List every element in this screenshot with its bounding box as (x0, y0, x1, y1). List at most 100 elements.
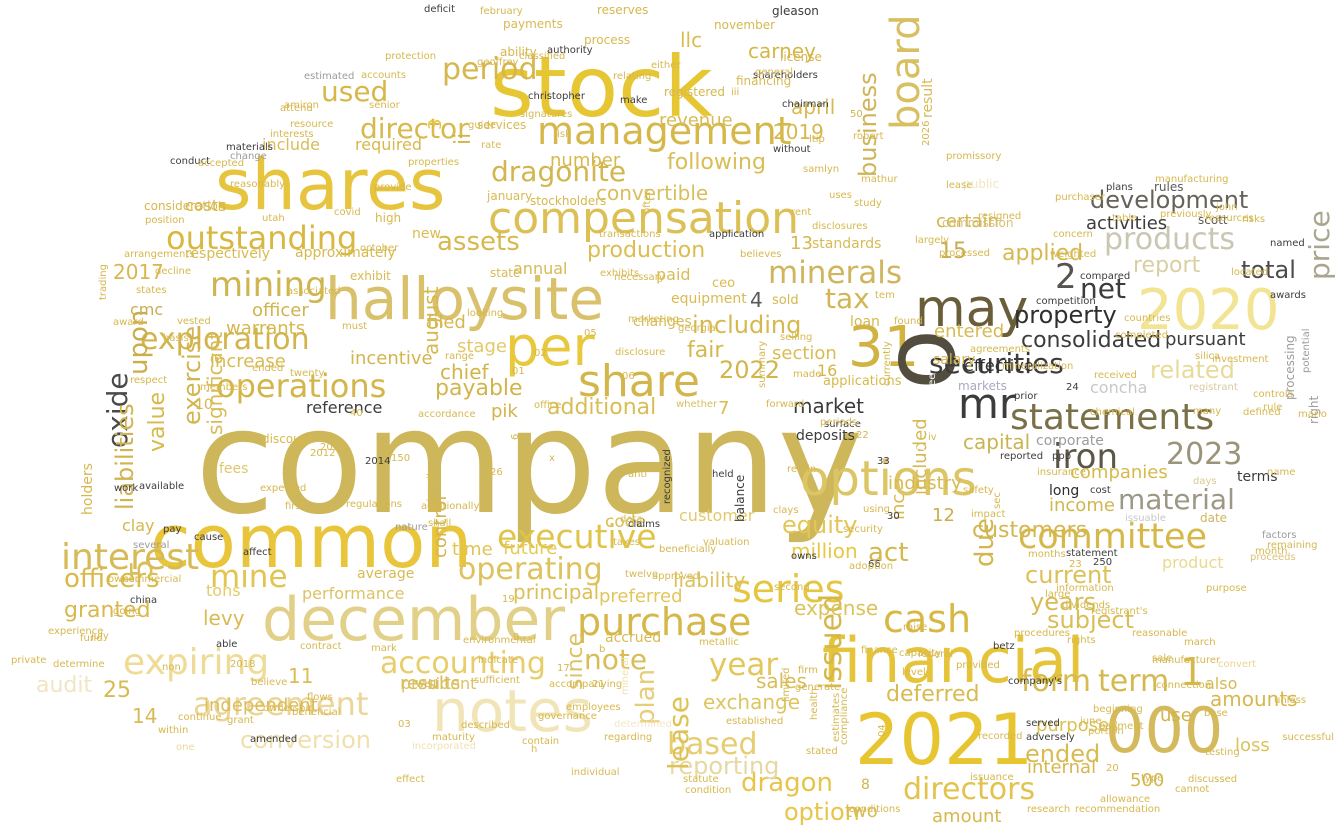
cloud-word: cost (1090, 485, 1111, 496)
cloud-word: registered (664, 85, 726, 99)
cloud-word: august (419, 286, 443, 355)
cloud-word: directors (903, 772, 1036, 807)
cloud-word: prior (1014, 391, 1038, 402)
cloud-word: maturity (432, 732, 475, 743)
cloud-word: 03 (398, 719, 411, 730)
cloud-word: chairman (782, 99, 829, 110)
cloud-word: committee (1018, 517, 1208, 557)
cloud-word: matters (886, 444, 926, 455)
cloud-word: average (357, 566, 415, 582)
cloud-word: research (1027, 804, 1071, 815)
cloud-word: experience (48, 626, 104, 637)
cloud-word: amended (250, 734, 298, 745)
cloud-word: commission (942, 216, 1014, 230)
cloud-word: exploration (140, 322, 310, 357)
cloud-word: july (91, 631, 109, 642)
cloud-word: months (1028, 549, 1066, 560)
cloud-word: form (1021, 664, 1091, 699)
cloud-word: relating (613, 71, 652, 82)
cloud-word: new (412, 226, 441, 242)
cloud-word: manufacturing (1155, 174, 1229, 185)
cloud-word: statute (683, 774, 719, 785)
cloud-word: 06 (622, 371, 635, 382)
cloud-word: days (1193, 476, 1217, 487)
cloud-word: 24 (1066, 382, 1079, 393)
cloud-word: must (342, 321, 368, 332)
cloud-word: recommendation (1075, 804, 1161, 815)
cloud-word: metallic (699, 637, 739, 648)
cloud-word: stockholders (530, 194, 607, 208)
cloud-word: arrangements (124, 249, 195, 260)
cloud-word: testing (1205, 747, 1240, 758)
cloud-word: payable (435, 376, 523, 401)
cloud-word: discussed (1188, 774, 1238, 785)
cloud-word: sufficient (474, 675, 520, 686)
cloud-word: impact (971, 509, 1006, 520)
cloud-word: amounts (1210, 687, 1298, 711)
cloud-word: proceeds (1250, 552, 1296, 563)
cloud-word: filed (427, 312, 466, 333)
cloud-word: governance (538, 711, 597, 722)
cloud-word: customers (972, 518, 1088, 543)
cloud-word: second (774, 582, 810, 593)
cloud-word: high (375, 211, 402, 225)
cloud-word: employees (566, 702, 621, 713)
cloud-word: years (1030, 588, 1097, 616)
cloud-word: business (854, 72, 882, 177)
cloud-word: payments (503, 17, 563, 31)
cloud-word: companies (1070, 462, 1168, 483)
cloud-word: position (145, 215, 185, 226)
cloud-word: llc (680, 28, 703, 52)
cloud-word: 31 (848, 315, 920, 380)
cloud-word: independent (204, 695, 318, 716)
cloud-word: within (158, 725, 189, 736)
cloud-word: sold (772, 293, 799, 308)
cloud-word: disclosures (812, 221, 868, 232)
cloud-word: work (114, 483, 139, 494)
cloud-word: available (139, 481, 185, 492)
cloud-word: type (1141, 773, 1164, 784)
cloud-word: beginning (1093, 704, 1143, 715)
cloud-word: selling (780, 332, 813, 343)
cloud-word: due (970, 518, 1000, 567)
cloud-word: president (401, 674, 477, 693)
cloud-word: scott (1198, 213, 1228, 227)
cloud-word: able (216, 639, 238, 650)
cloud-word: accounting (380, 646, 546, 681)
cloud-word: ability (500, 45, 537, 59)
cloud-word: materials (226, 142, 273, 153)
cloud-word: following (667, 150, 766, 175)
cloud-word: attend (280, 103, 313, 114)
cloud-word: dragon (741, 768, 834, 798)
cloud-word: 66 (868, 559, 881, 570)
cloud-word: manufacturer (1152, 655, 1221, 666)
cloud-word: b (599, 644, 606, 655)
cloud-word: portion (1088, 726, 1124, 737)
cloud-word: authority (547, 45, 593, 56)
cloud-word: valuation (703, 537, 750, 548)
cloud-word: regarding (604, 732, 653, 743)
cloud-word: anti (628, 469, 648, 480)
cloud-word: nature (395, 522, 428, 533)
cloud-word: iv (928, 432, 937, 443)
cloud-word: 2023 (1166, 437, 1243, 472)
cloud-word: conditions (849, 804, 901, 815)
cloud-word: level (902, 667, 926, 678)
cloud-word: application (709, 229, 765, 240)
cloud-word: change (230, 151, 267, 162)
cloud-word: including (692, 311, 802, 339)
cloud-word: described (461, 720, 510, 731)
cloud-word: 19 (502, 594, 515, 605)
cloud-word: cannot (1175, 784, 1210, 795)
cloud-word: iii (731, 87, 740, 98)
cloud-word: decline (155, 266, 192, 277)
cloud-word: two (845, 801, 878, 822)
cloud-word: 2014 (365, 456, 391, 467)
cloud-word: going (113, 606, 141, 617)
cloud-word: processed (939, 248, 990, 259)
cloud-word: june (1080, 716, 1102, 727)
cloud-word: recorded (978, 731, 1023, 742)
cloud-word: christopher (528, 91, 585, 102)
cloud-word: resources (1205, 213, 1254, 224)
cloud-word: insurance (1037, 467, 1086, 478)
